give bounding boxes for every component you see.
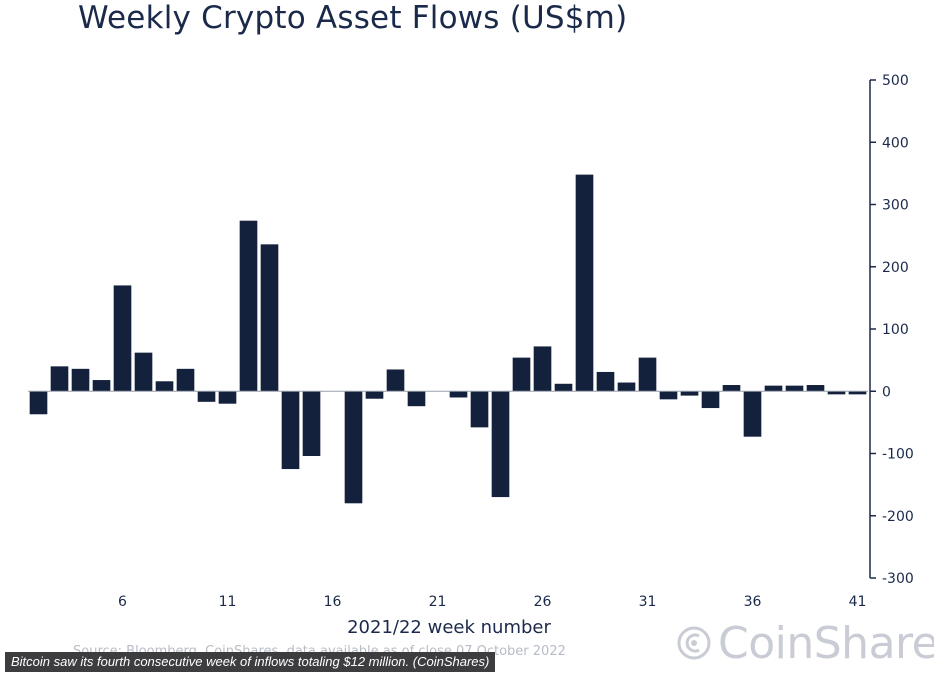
x-tick-label-6: 6 [118,594,127,610]
bar-week-2 [29,391,48,415]
y-tick-label-0: 0 [882,384,891,400]
bar-week-18 [365,391,384,399]
bar-week-9 [176,368,195,392]
coinshares-logo: CoinShares [676,617,934,669]
x-tick-label-36: 36 [744,594,762,610]
bar-week-24 [491,391,510,498]
bar-week-37 [764,385,783,392]
bar-week-39 [806,385,825,392]
bar-week-40 [827,391,846,395]
y-tick-label--200: -200 [882,509,914,525]
bar-week-12 [239,220,258,392]
y-tick-label-500: 500 [882,73,909,89]
x-tick-label-16: 16 [324,594,342,610]
bar-week-19 [386,369,405,392]
bar-week-5 [92,380,111,392]
bar-week-28 [575,174,594,392]
bar-week-3 [50,366,69,392]
bar-week-8 [155,381,174,392]
y-tick-label-200: 200 [882,260,909,276]
bar-week-32 [659,391,678,400]
y-tick-label-100: 100 [882,322,909,338]
bar-week-15 [302,391,321,456]
bar-week-23 [470,391,489,428]
x-tick-label-21: 21 [429,594,447,610]
image-caption: Bitcoin saw its fourth consecutive week … [5,652,496,672]
bar-week-33 [680,391,699,396]
bar-week-29 [596,371,615,392]
bar-week-26 [533,346,552,392]
chart-title: Weekly Crypto Asset Flows (US$m) [78,0,628,36]
bar-week-7 [134,352,153,392]
bar-week-22 [449,391,468,398]
bar-week-10 [197,391,216,402]
bar-week-31 [638,357,657,392]
y-tick-label-400: 400 [882,135,909,151]
bar-week-35 [722,385,741,392]
bar-week-17 [344,391,363,504]
y-tick-label--300: -300 [882,571,914,587]
coinshares-logo-icon [677,626,711,660]
bar-week-11 [218,391,237,404]
bar-week-20 [407,391,426,407]
bar-week-41 [848,391,867,395]
x-tick-label-31: 31 [639,594,657,610]
x-axis-label: 2021/22 week number [347,617,551,638]
x-tick-label-26: 26 [534,594,552,610]
bar-week-14 [281,391,300,470]
y-tick-label-300: 300 [882,198,909,214]
x-tick-label-41: 41 [849,594,867,610]
y-tick-label--100: -100 [882,447,914,463]
bar-week-34 [701,391,720,409]
bar-week-30 [617,382,636,392]
bar-week-6 [113,285,132,392]
bar-week-4 [71,368,90,392]
logo-text: CoinShares [718,617,934,669]
bar-week-36 [743,391,762,437]
bar-week-38 [785,385,804,392]
bar-week-13 [260,244,279,392]
bar-week-25 [512,357,531,392]
x-tick-label-11: 11 [219,594,237,610]
bar-week-27 [554,383,573,392]
